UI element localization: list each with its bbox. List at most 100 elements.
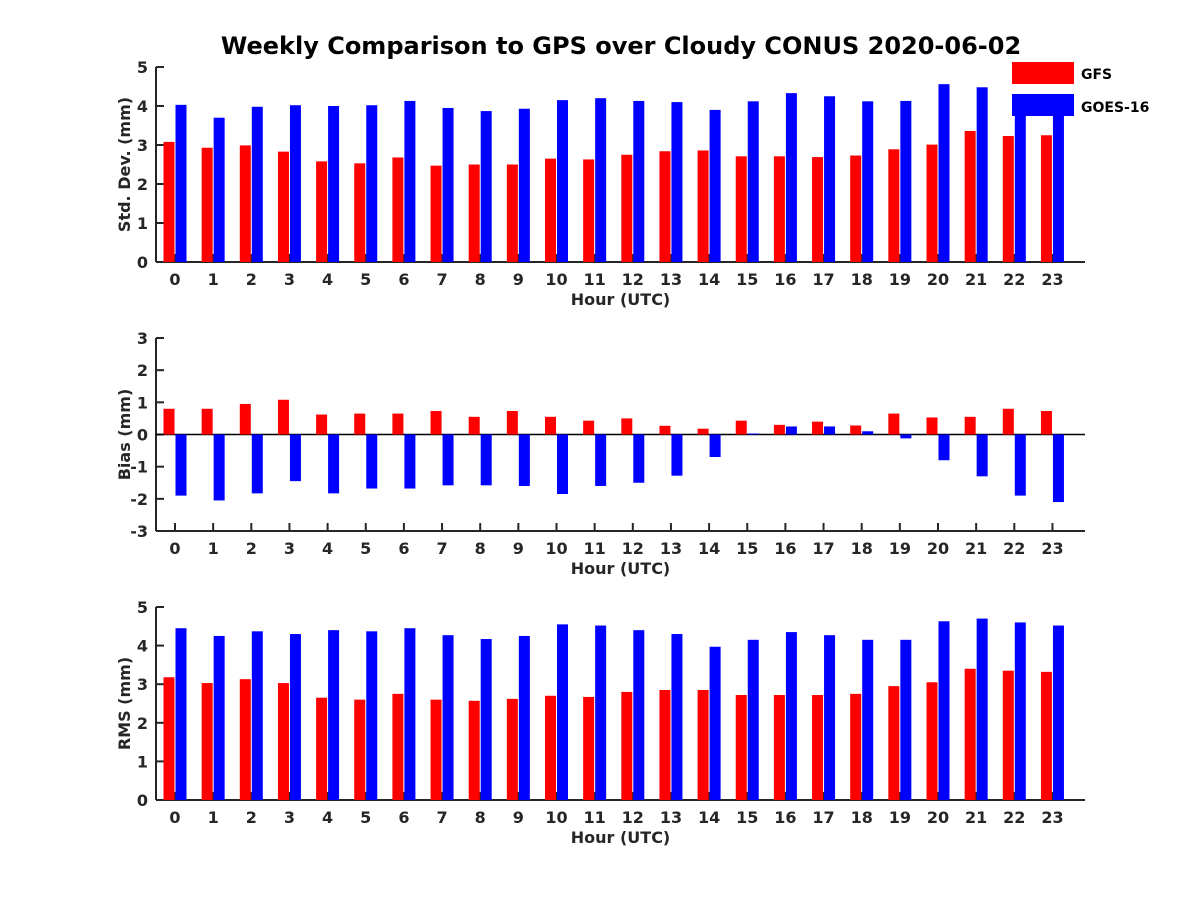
bar-gfs-hour-9: [506, 411, 518, 435]
bar-gfs-hour-22: [1002, 408, 1014, 435]
bar-gfs-hour-13: [659, 151, 671, 262]
y-tick-label: 1: [137, 752, 148, 771]
bar-goes16-hour-6: [404, 434, 416, 489]
bar-goes16-hour-5: [366, 105, 378, 262]
bar-goes16-hour-8: [480, 111, 492, 262]
bar-gfs-hour-21: [964, 130, 976, 262]
bar-gfs-hour-1: [201, 408, 213, 435]
bar-gfs-hour-0: [163, 677, 175, 800]
bar-gfs-hour-12: [621, 154, 633, 262]
x-tick-label: 2: [246, 270, 257, 289]
legend-label-goes16: GOES-16: [1081, 100, 1149, 116]
x-tick-label: 7: [436, 270, 447, 289]
bar-goes16-hour-21: [976, 618, 988, 800]
bar-gfs-hour-3: [277, 683, 289, 800]
bar-goes16-hour-9: [518, 108, 530, 262]
x-tick-label: 15: [736, 808, 758, 827]
bar-goes16-hour-19: [900, 100, 912, 263]
bar-gfs-hour-13: [659, 689, 671, 800]
x-tick-label: 22: [1003, 539, 1025, 558]
bar-goes16-hour-12: [633, 434, 645, 483]
x-tick-label: 6: [398, 539, 409, 558]
bar-goes16-hour-16: [785, 632, 797, 800]
bar-goes16-hour-12: [633, 630, 645, 800]
bar-gfs-hour-2: [239, 145, 251, 262]
chart-title: Weekly Comparison to GPS over Cloudy CON…: [221, 32, 1021, 60]
x-tick-label: 3: [284, 539, 295, 558]
bar-goes16-hour-15: [747, 639, 759, 800]
bar-gfs-hour-15: [735, 156, 747, 262]
bar-gfs-hour-8: [468, 700, 480, 800]
bar-goes16-hour-15: [747, 433, 759, 435]
bar-gfs-hour-2: [239, 679, 251, 800]
x-tick-label: 16: [774, 808, 796, 827]
bar-gfs-hour-10: [545, 158, 556, 262]
bar-goes16-hour-16: [785, 426, 797, 435]
bar-goes16-hour-7: [442, 107, 454, 262]
bar-gfs-hour-0: [163, 141, 175, 262]
x-tick-label: 10: [545, 808, 567, 827]
x-tick-label: 22: [1003, 808, 1025, 827]
bar-goes16-hour-14: [709, 646, 721, 800]
bar-goes16-hour-23: [1052, 625, 1064, 800]
bar-goes16-hour-1: [213, 635, 225, 800]
x-tick-label: 20: [927, 270, 949, 289]
x-tick-label: 10: [545, 539, 567, 558]
x-tick-label: 14: [698, 270, 720, 289]
y-tick-label: 3: [137, 136, 148, 155]
bar-goes16-hour-20: [938, 84, 950, 262]
bar-goes16-hour-2: [251, 434, 263, 494]
bar-goes16-hour-10: [557, 100, 568, 263]
bar-gfs-hour-13: [659, 425, 671, 435]
bar-goes16-hour-0: [175, 628, 187, 800]
x-tick-label: 5: [360, 270, 371, 289]
bar-gfs-hour-22: [1002, 136, 1014, 262]
bar-gfs-hour-2: [239, 403, 251, 435]
y-tick-label: 1: [137, 214, 148, 233]
bar-gfs-hour-17: [812, 695, 824, 800]
bar-goes16-hour-2: [251, 631, 263, 800]
bar-gfs-hour-12: [621, 418, 633, 435]
bar-gfs-hour-18: [850, 425, 862, 435]
y-tick-label: 2: [137, 714, 148, 733]
bar-gfs-hour-6: [392, 157, 404, 262]
bar-gfs-hour-9: [506, 164, 518, 262]
x-tick-label: 19: [889, 808, 911, 827]
bar-gfs-hour-14: [697, 150, 709, 262]
bar-goes16-hour-18: [862, 101, 874, 262]
y-tick-label: -1: [130, 458, 148, 477]
bar-gfs-hour-10: [545, 416, 556, 435]
x-tick-label: 12: [622, 270, 644, 289]
x-tick-label: 18: [851, 539, 873, 558]
y-tick-label: -2: [130, 490, 148, 509]
y-tick-label: -3: [130, 522, 148, 541]
bar-gfs-hour-5: [354, 163, 366, 262]
bar-goes16-hour-9: [518, 434, 530, 486]
x-tick-label: 8: [475, 539, 486, 558]
bar-goes16-hour-19: [900, 639, 912, 800]
bar-gfs-hour-18: [850, 155, 862, 262]
bar-gfs-hour-15: [735, 420, 747, 435]
bar-goes16-hour-4: [328, 630, 340, 800]
bar-goes16-hour-14: [709, 434, 721, 458]
x-tick-label: 0: [169, 270, 180, 289]
bar-goes16-hour-10: [557, 434, 568, 495]
y-axis-label: Bias (mm): [115, 389, 134, 481]
bar-goes16-hour-20: [938, 434, 950, 461]
bar-goes16-hour-3: [289, 105, 301, 262]
bar-goes16-hour-19: [900, 434, 912, 439]
x-tick-label: 1: [208, 270, 219, 289]
x-tick-label: 9: [513, 539, 524, 558]
bar-goes16-hour-10: [557, 624, 568, 800]
x-tick-label: 9: [513, 808, 524, 827]
bar-gfs-hour-3: [277, 399, 289, 435]
bar-goes16-hour-3: [289, 634, 301, 800]
y-tick-label: 1: [137, 393, 148, 412]
x-tick-label: 10: [545, 270, 567, 289]
y-tick-label: 2: [137, 361, 148, 380]
x-tick-label: 11: [584, 808, 606, 827]
x-tick-label: 19: [889, 270, 911, 289]
bar-gfs-hour-7: [430, 165, 442, 262]
